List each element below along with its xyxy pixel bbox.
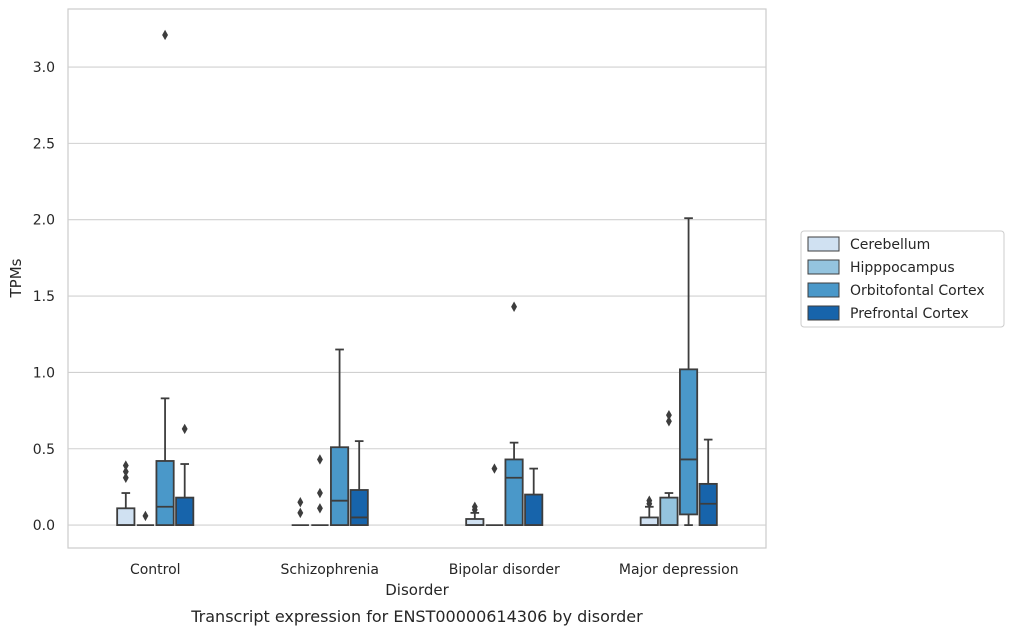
box-body (639, 516, 659, 526)
outlier-point (162, 29, 169, 41)
box-schizophrenia-orbitofontal-cortex (330, 348, 350, 526)
box-body (349, 489, 369, 526)
legend-swatch (807, 259, 840, 275)
legend-swatch (807, 282, 840, 298)
box-body (116, 507, 136, 526)
legend-frame (800, 230, 1005, 328)
outlier-point (665, 409, 672, 421)
outlier-point (316, 454, 323, 465)
legend-swatch (807, 236, 840, 252)
box-control-cerebellum (116, 460, 136, 526)
box-body (679, 368, 699, 516)
plot-area (67, 8, 767, 549)
box-control-prefrontal-cortex (175, 423, 195, 526)
box-control-hipppocampus (136, 510, 155, 526)
y-tick-label: 0.5 (33, 442, 55, 458)
box-bipolar-disorder-hipppocampus (485, 463, 504, 526)
outlier-point (122, 460, 129, 471)
outlier-point (646, 495, 653, 506)
box-body (659, 496, 679, 526)
outlier-point (316, 487, 323, 499)
x-tick-label: Control (130, 562, 181, 578)
box-major-depression-cerebellum (639, 495, 659, 526)
x-tick-label: Schizophrenia (281, 562, 379, 578)
legend-label: Prefrontal Cortex (850, 306, 969, 322)
x-axis-title: Disorder (385, 581, 449, 599)
outlier-point (665, 416, 672, 427)
y-tick-label: 3.0 (33, 60, 55, 76)
legend-swatch (807, 305, 840, 321)
box-bipolar-disorder-cerebellum (465, 501, 485, 526)
outlier-point (297, 496, 304, 508)
outlier-point (297, 507, 304, 519)
outlier-point (122, 472, 129, 483)
y-axis-title: TPMs (7, 258, 25, 298)
box-bipolar-disorder-orbitofontal-cortex (504, 301, 524, 526)
box-body (524, 493, 544, 526)
y-tick-label: 1.0 (33, 365, 55, 381)
box-schizophrenia-prefrontal-cortex (349, 440, 369, 526)
box-body (465, 518, 485, 526)
x-tick-label: Major depression (619, 562, 739, 578)
y-tick-labels: 0.0 0.5 1.0 1.5 2.0 2.5 3.0 (33, 60, 55, 534)
box-body (155, 460, 175, 526)
chart-caption: Transcript expression for ENST0000061430… (190, 607, 643, 626)
y-tick-label: 1.5 (33, 289, 55, 305)
legend-label: Orbitofontal Cortex (850, 283, 985, 299)
x-tick-labels: Control Schizophrenia Bipolar disorder Majo… (130, 562, 739, 578)
box-schizophrenia-cerebellum (291, 496, 309, 526)
box-major-depression-hipppocampus (659, 409, 679, 526)
outlier-point (471, 501, 478, 512)
box-body (504, 458, 524, 526)
box-control-orbitofontal-cortex (155, 29, 175, 526)
y-tick-label: 0.0 (33, 518, 55, 534)
y-tick-label: 2.0 (33, 213, 55, 229)
box-major-depression-prefrontal-cortex (698, 438, 718, 526)
x-tick-label: Bipolar disorder (449, 562, 560, 578)
outlier-point (316, 503, 323, 514)
legend-label: Cerebellum (850, 237, 930, 253)
y-tick-label: 2.5 (33, 136, 55, 152)
outlier-point (122, 466, 129, 477)
box-major-depression-orbitofontal-cortex (679, 217, 699, 526)
box-marks (116, 29, 718, 526)
box-body (330, 446, 350, 526)
outlier-point (142, 510, 149, 522)
legend-label: Hipppocampus (850, 260, 955, 276)
legend: Cerebellum Hipppocampus Orbitofontal Corte… (800, 230, 1005, 328)
box-schizophrenia-hipppocampus (311, 454, 329, 526)
box-body (175, 496, 195, 526)
outlier-point (181, 423, 188, 435)
outlier-point (491, 463, 498, 474)
outlier-point (511, 301, 518, 312)
box-bipolar-disorder-prefrontal-cortex (524, 467, 544, 526)
